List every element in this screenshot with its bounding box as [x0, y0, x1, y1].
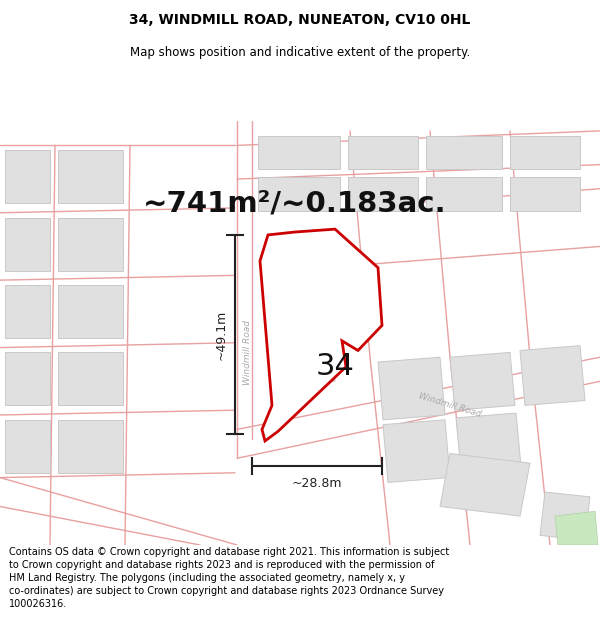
Text: 34, WINDMILL ROAD, NUNEATON, CV10 0HL: 34, WINDMILL ROAD, NUNEATON, CV10 0HL: [130, 14, 470, 28]
Polygon shape: [450, 352, 515, 410]
Polygon shape: [456, 413, 521, 471]
Polygon shape: [5, 217, 50, 271]
Polygon shape: [540, 492, 590, 540]
Text: ~741m²/~0.183ac.: ~741m²/~0.183ac.: [143, 189, 447, 217]
Polygon shape: [378, 357, 445, 420]
Polygon shape: [270, 328, 335, 386]
Polygon shape: [440, 454, 530, 516]
Text: Map shows position and indicative extent of the property.: Map shows position and indicative extent…: [130, 46, 470, 59]
Polygon shape: [5, 352, 50, 406]
Polygon shape: [58, 285, 123, 338]
Polygon shape: [348, 136, 418, 169]
Polygon shape: [555, 511, 598, 545]
Polygon shape: [426, 177, 502, 211]
Text: Windmill Road: Windmill Road: [242, 320, 251, 385]
Polygon shape: [5, 420, 50, 472]
Polygon shape: [58, 217, 123, 271]
Polygon shape: [510, 136, 580, 169]
Text: ~28.8m: ~28.8m: [292, 477, 342, 490]
Text: Windmill Road: Windmill Road: [418, 391, 482, 419]
Polygon shape: [510, 177, 580, 211]
Text: Contains OS data © Crown copyright and database right 2021. This information is : Contains OS data © Crown copyright and d…: [9, 547, 449, 609]
Polygon shape: [383, 420, 450, 482]
Polygon shape: [260, 229, 382, 441]
Text: 34: 34: [316, 352, 355, 381]
Polygon shape: [5, 285, 50, 338]
Polygon shape: [58, 420, 123, 472]
Polygon shape: [426, 136, 502, 169]
Text: ~49.1m: ~49.1m: [215, 309, 227, 360]
Polygon shape: [348, 177, 418, 211]
Polygon shape: [258, 177, 340, 211]
Polygon shape: [258, 136, 340, 169]
Polygon shape: [520, 346, 585, 406]
Polygon shape: [5, 150, 50, 203]
Polygon shape: [58, 352, 123, 406]
Polygon shape: [58, 150, 123, 203]
